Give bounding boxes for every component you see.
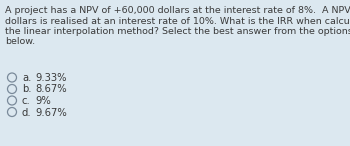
Text: b.: b.	[22, 85, 32, 94]
Text: below.: below.	[5, 38, 35, 46]
Text: dollars is realised at an interest rate of 10%. What is the IRR when calculated : dollars is realised at an interest rate …	[5, 16, 350, 26]
Text: 9.33%: 9.33%	[35, 73, 66, 83]
Text: A project has a NPV of +60,000 dollars at the interest rate of 8%.  A NPV of -30: A project has a NPV of +60,000 dollars a…	[5, 6, 350, 15]
Text: 9%: 9%	[35, 96, 51, 106]
Text: the linear interpolation method? Select the best answer from the options listed: the linear interpolation method? Select …	[5, 27, 350, 36]
Text: 8.67%: 8.67%	[35, 85, 66, 94]
Text: d.: d.	[22, 107, 32, 118]
Text: a.: a.	[22, 73, 32, 83]
Text: c.: c.	[22, 96, 31, 106]
Text: 9.67%: 9.67%	[35, 107, 67, 118]
